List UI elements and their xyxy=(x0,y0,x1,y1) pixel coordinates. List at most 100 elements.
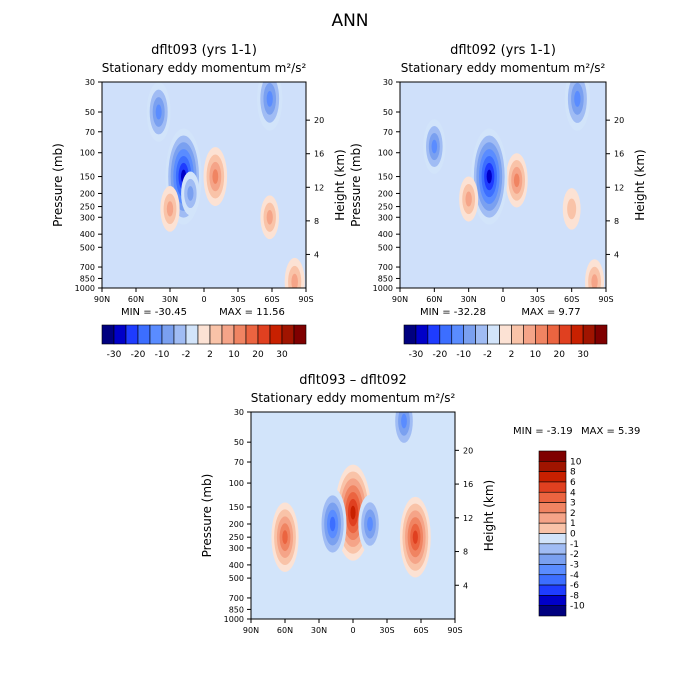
colorbar-label: 3 xyxy=(570,499,576,509)
colorbar-label: 20 xyxy=(252,350,264,360)
colorbar-swatch xyxy=(137,324,151,345)
colorbar-swatch xyxy=(538,471,567,483)
colorbar-swatch xyxy=(451,324,465,345)
y-tick-label: 850 xyxy=(378,274,393,283)
colorbar-swatch xyxy=(257,324,271,345)
contour-7-level-3 xyxy=(591,274,598,288)
colorbar-label: -6 xyxy=(570,581,579,591)
z-tick-label: 12 xyxy=(463,514,473,523)
colorbar-swatch xyxy=(558,324,572,345)
max-label: MAX = 5.39 xyxy=(581,426,640,437)
contour-1-level-4 xyxy=(513,173,520,188)
y-tick-label: 30 xyxy=(383,78,393,87)
contour-6-level-4 xyxy=(401,413,407,429)
panel-title: dflt093 (yrs 1-1) xyxy=(151,43,257,58)
panel-subtitle: Stationary eddy momentum m²/s² xyxy=(251,391,456,405)
colorbar-label: -30 xyxy=(107,350,122,360)
colorbar-swatch xyxy=(538,595,567,606)
y-tick-label: 700 xyxy=(229,594,244,603)
y-tick-label: 150 xyxy=(378,173,393,182)
y-tick-label: 150 xyxy=(80,173,95,182)
y-tick-label: 70 xyxy=(85,128,95,137)
colorbar-label: 20 xyxy=(554,350,566,360)
y-tick-label: 400 xyxy=(229,561,244,570)
colorbar-swatch xyxy=(161,324,175,345)
contour-4-level-4 xyxy=(266,91,273,107)
colorbar-swatch xyxy=(582,324,596,345)
y-tick-label: 70 xyxy=(383,128,393,137)
y-tick-label: 30 xyxy=(85,78,95,87)
y-axis-label-left: Pressure (mb) xyxy=(200,474,214,558)
colorbar-label: 2 xyxy=(570,509,576,519)
colorbar-label: 10 xyxy=(530,350,542,360)
colorbar-swatch xyxy=(427,324,441,345)
colorbar-label: -2 xyxy=(483,350,492,360)
colorbar-swatch xyxy=(125,324,139,345)
colorbar-label: -4 xyxy=(570,571,579,581)
colorbar-label: -10 xyxy=(456,350,471,360)
colorbar-swatch xyxy=(546,324,560,345)
z-tick-label: 16 xyxy=(463,480,473,489)
y-tick-label: 1000 xyxy=(224,615,244,624)
colorbar-label: 1 xyxy=(570,519,576,529)
colorbar-label: -8 xyxy=(570,591,579,601)
y-tick-label: 200 xyxy=(378,189,393,198)
contour-5-level-3 xyxy=(465,191,472,207)
x-tick-label: 30S xyxy=(379,626,394,635)
z-tick-label: 8 xyxy=(463,548,468,557)
colorbar-swatch xyxy=(523,324,536,345)
colorbar-swatch xyxy=(149,324,163,345)
y-axis-label-right: Height (km) xyxy=(482,480,496,551)
y-tick-label: 100 xyxy=(80,149,95,158)
colorbar-swatch xyxy=(570,324,584,345)
colorbar-swatch xyxy=(269,324,283,345)
colorbar-swatch xyxy=(538,553,567,565)
colorbar-swatch xyxy=(185,324,199,345)
figure-title: ANN xyxy=(331,11,368,31)
z-tick-label: 4 xyxy=(463,581,468,590)
x-tick-label: 0 xyxy=(350,626,355,635)
x-tick-label: 60N xyxy=(277,626,293,635)
colorbar-swatch xyxy=(173,324,187,345)
x-tick-label: 60S xyxy=(564,295,579,304)
x-tick-label: 0 xyxy=(201,295,206,304)
y-tick-label: 50 xyxy=(234,438,244,447)
chart-panel-3: dflt093 – dflt092 Stationary eddy momentu… xyxy=(200,373,640,635)
z-tick-label: 8 xyxy=(314,217,319,226)
y-axis-label-left: Pressure (mb) xyxy=(51,143,65,227)
z-tick-label: 20 xyxy=(314,116,324,125)
colorbar-label: 4 xyxy=(570,488,576,498)
panel-subtitle: Stationary eddy momentum m²/s² xyxy=(401,61,606,75)
contour-1-level-7 xyxy=(350,505,356,520)
colorbar-swatch xyxy=(538,574,567,586)
z-tick-label: 4 xyxy=(314,250,319,259)
y-tick-label: 50 xyxy=(85,108,95,117)
colorbar-swatch xyxy=(538,481,567,493)
colorbar-swatch xyxy=(538,584,567,596)
contour-7-level-3 xyxy=(266,209,273,225)
x-tick-label: 60N xyxy=(426,295,442,304)
colorbar-swatch xyxy=(487,324,500,345)
y-axis-label-right: Height (km) xyxy=(633,149,647,220)
colorbar-swatch xyxy=(403,324,417,345)
y-tick-label: 50 xyxy=(383,108,393,117)
x-tick-label: 30N xyxy=(461,295,477,304)
z-tick-label: 12 xyxy=(314,183,324,192)
x-tick-label: 0 xyxy=(500,295,505,304)
colorbar-label: -20 xyxy=(432,350,447,360)
colorbar-label: 10 xyxy=(228,350,240,360)
y-axis-label-right: Height (km) xyxy=(333,149,347,220)
y-tick-label: 200 xyxy=(229,520,244,529)
y-tick-label: 300 xyxy=(378,213,393,222)
colorbar-label: 6 xyxy=(570,478,576,488)
y-tick-label: 30 xyxy=(234,408,244,417)
colorbar-swatch xyxy=(101,324,115,345)
x-tick-label: 30S xyxy=(530,295,545,304)
colorbar-swatch xyxy=(538,491,567,503)
colorbar-swatch xyxy=(439,324,453,345)
contour-6-level-2 xyxy=(567,198,577,220)
colorbar-swatch xyxy=(245,324,259,345)
colorbar-swatch xyxy=(281,324,295,345)
